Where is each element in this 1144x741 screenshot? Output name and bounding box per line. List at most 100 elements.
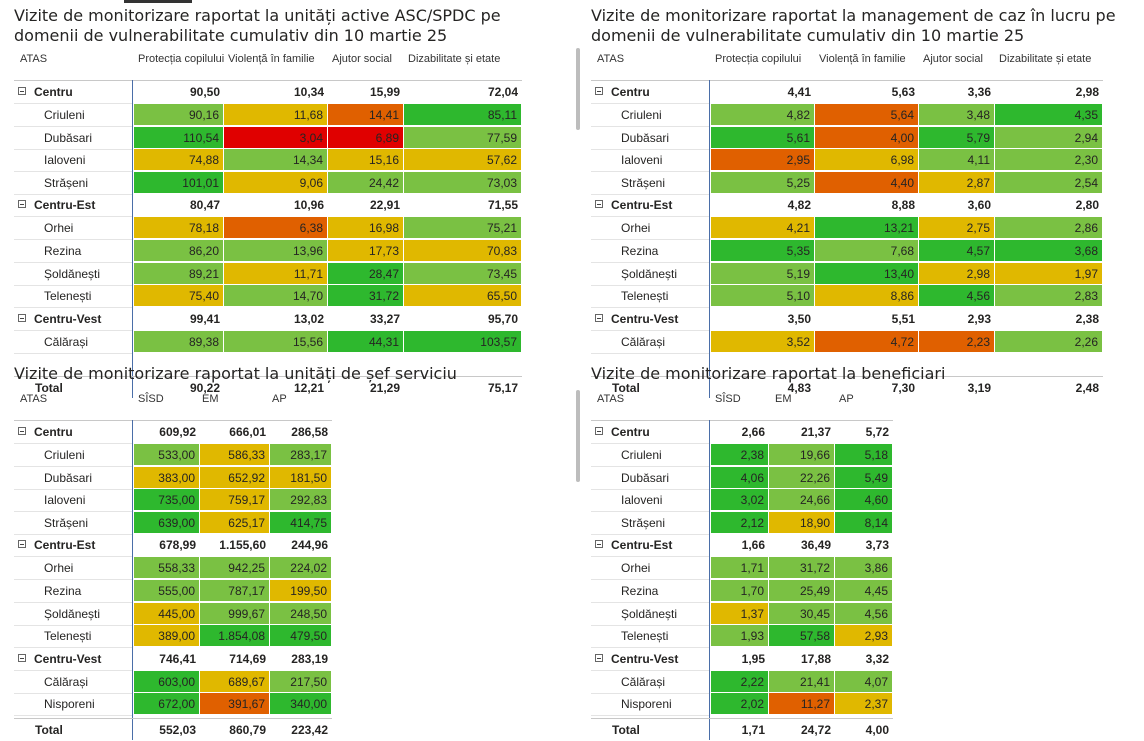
group-row-centru-vest[interactable]: Centru-Vest 746,41 714,69 283,19: [14, 648, 332, 670]
column-header[interactable]: Ajutor social: [332, 53, 392, 65]
column-header[interactable]: EM: [775, 393, 792, 405]
value-cell: 73,03: [404, 171, 522, 194]
column-header[interactable]: SÎSD: [715, 393, 741, 405]
group-row-centru[interactable]: Centru 4,41 5,63 3,36 2,98: [591, 81, 1103, 103]
value-cell: 5,49: [835, 466, 893, 489]
table-row[interactable]: Călărași 603,00 689,67 217,50: [14, 670, 332, 693]
table-row[interactable]: Șoldănești 445,00 999,67 248,50: [14, 602, 332, 625]
group-row-centru-vest[interactable]: Centru-Vest 99,41 13,02 33,27 95,70: [14, 308, 522, 330]
collapse-icon[interactable]: [595, 540, 603, 549]
group-row-centru-est[interactable]: Centru-Est 678,99 1.155,60 244,96: [14, 534, 332, 556]
value-cell: 70,83: [404, 240, 522, 262]
column-header[interactable]: AP: [839, 393, 854, 405]
group-value: 3,60: [967, 198, 991, 213]
table-row[interactable]: Dubăsari 383,00 652,92 181,50: [14, 466, 332, 489]
column-header[interactable]: Protecția copilului: [715, 53, 802, 65]
table-row[interactable]: Ialoveni 735,00 759,17 292,83: [14, 489, 332, 512]
collapse-icon[interactable]: [18, 200, 26, 209]
row-divider: [14, 466, 132, 467]
group-row-centru[interactable]: Centru 2,66 21,37 5,72: [591, 421, 893, 443]
group-row-centru-est[interactable]: Centru-Est 80,47 10,96 22,91 71,55: [14, 194, 522, 216]
table-row[interactable]: Ialoveni 74,88 14,34 15,16 57,62: [14, 149, 522, 172]
group-row-centru-est[interactable]: Centru-Est 1,66 36,49 3,73: [591, 534, 893, 556]
collapse-icon[interactable]: [595, 87, 603, 95]
group-row-centru[interactable]: Centru 90,50 10,34 15,99 72,04: [14, 81, 522, 103]
table-row[interactable]: Strășeni 5,25 4,40 2,87 2,54: [591, 171, 1103, 194]
table-row[interactable]: Rezina 86,20 13,96 17,73 70,83: [14, 240, 522, 262]
row-divider: [14, 647, 132, 649]
table-row[interactable]: Criuleni 90,16 11,68 14,41 85,11: [14, 104, 522, 126]
header-atas[interactable]: ATAS: [597, 393, 625, 405]
table-row[interactable]: Călărași 89,38 15,56 44,31 103,57: [14, 330, 522, 353]
column-header[interactable]: Violență în familie: [819, 53, 906, 65]
table-row[interactable]: Călărași 3,52 4,72 2,23 2,26: [591, 330, 1103, 353]
table-row[interactable]: Orhei 4,21 13,21 2,75 2,86: [591, 217, 1103, 240]
table-row[interactable]: Orhei 558,33 942,25 224,02: [14, 557, 332, 580]
collapse-icon[interactable]: [595, 427, 603, 435]
table-row[interactable]: Nisporeni 672,00 391,67 340,00: [14, 693, 332, 716]
total-row: Total 1,71 24,72 4,00: [591, 718, 893, 741]
row-divider: [591, 262, 709, 263]
header-atas[interactable]: ATAS: [597, 53, 625, 65]
header-atas[interactable]: ATAS: [20, 393, 48, 405]
group-row-centru-est[interactable]: Centru-Est 4,82 8,88 3,60 2,80: [591, 194, 1103, 216]
group-row-centru-vest[interactable]: Centru-Vest 1,95 17,88 3,32: [591, 648, 893, 670]
row-divider: [591, 284, 709, 286]
table-row[interactable]: Șoldănești 89,21 11,71 28,47 73,45: [14, 262, 522, 285]
column-header[interactable]: Violență în familie: [228, 53, 315, 65]
header-atas[interactable]: ATAS: [20, 53, 48, 65]
table-row[interactable]: Orhei 78,18 6,38 16,98 75,21: [14, 217, 522, 240]
table-row[interactable]: Rezina 5,35 7,68 4,57 3,68: [591, 240, 1103, 262]
column-header[interactable]: SÎSD: [138, 393, 164, 405]
table-row[interactable]: Călărași 2,22 21,41 4,07: [591, 670, 893, 693]
group-label: Centru: [34, 85, 73, 99]
table-row[interactable]: Telenești 5,10 8,86 4,56 2,83: [591, 285, 1103, 308]
table-row[interactable]: Șoldănești 1,37 30,45 4,56: [591, 602, 893, 625]
table-row[interactable]: Telenești 389,00 1.854,08 479,50: [14, 625, 332, 648]
table-row[interactable]: Criuleni 533,00 586,33 283,17: [14, 444, 332, 466]
row-divider: [591, 488, 709, 490]
table-row[interactable]: Orhei 1,71 31,72 3,86: [591, 557, 893, 580]
value-cell: 9,06: [224, 171, 328, 194]
row-divider: [14, 624, 132, 626]
collapse-icon[interactable]: [18, 427, 26, 435]
value-cell: 787,17: [200, 580, 270, 602]
table-row[interactable]: Criuleni 4,82 5,64 3,48 4,35: [591, 104, 1103, 126]
row-label: Dubăsari: [44, 470, 93, 485]
table-row[interactable]: Strășeni 2,12 18,90 8,14: [591, 511, 893, 534]
column-header[interactable]: EM: [202, 393, 219, 405]
collapse-icon[interactable]: [595, 313, 603, 322]
column-header[interactable]: Ajutor social: [923, 53, 983, 65]
group-row-centru-vest[interactable]: Centru-Vest 3,50 5,51 2,93 2,38: [591, 308, 1103, 330]
collapse-icon[interactable]: [18, 87, 26, 95]
table-row[interactable]: Rezina 1,70 25,49 4,45: [591, 580, 893, 602]
column-header[interactable]: Dizabilitate și etate: [408, 53, 501, 65]
table-row[interactable]: Rezina 555,00 787,17 199,50: [14, 580, 332, 602]
total-value: 24,72: [800, 723, 831, 737]
table-row[interactable]: Strășeni 101,01 9,06 24,42 73,03: [14, 171, 522, 194]
collapse-icon[interactable]: [18, 653, 26, 662]
table-row[interactable]: Ialoveni 2,95 6,98 4,11 2,30: [591, 149, 1103, 172]
row-divider: [14, 533, 132, 535]
panel-divider-scrollbar-bottom[interactable]: [576, 390, 580, 482]
collapse-icon[interactable]: [595, 653, 603, 662]
collapse-icon[interactable]: [18, 540, 26, 549]
column-header[interactable]: AP: [272, 393, 287, 405]
table-row[interactable]: Strășeni 639,00 625,17 414,75: [14, 511, 332, 534]
table-row[interactable]: Șoldănești 5,19 13,40 2,98 1,97: [591, 262, 1103, 285]
table-row[interactable]: Telenești 75,40 14,70 31,72 65,50: [14, 285, 522, 308]
column-header[interactable]: Dizabilitate și etate: [999, 53, 1092, 65]
table-row[interactable]: Nisporeni 2,02 11,27 2,37: [591, 693, 893, 716]
panel-divider-scrollbar-top[interactable]: [576, 48, 580, 130]
collapse-icon[interactable]: [595, 200, 603, 209]
table-row[interactable]: Dubăsari 4,06 22,26 5,49: [591, 466, 893, 489]
table-row[interactable]: Dubăsari 110,54 3,04 6,89 77,59: [14, 126, 522, 149]
column-header[interactable]: Protecția copilului: [138, 53, 225, 65]
table-body: Centru 609,92 666,01 286,58 Criuleni 533,00 58…: [14, 421, 332, 718]
table-row[interactable]: Dubăsari 5,61 4,00 5,79 2,94: [591, 126, 1103, 149]
table-row[interactable]: Telenești 1,93 57,58 2,93: [591, 625, 893, 648]
collapse-icon[interactable]: [18, 313, 26, 322]
table-row[interactable]: Criuleni 2,38 19,66 5,18: [591, 444, 893, 466]
table-row[interactable]: Ialoveni 3,02 24,66 4,60: [591, 489, 893, 512]
group-row-centru[interactable]: Centru 609,92 666,01 286,58: [14, 421, 332, 443]
